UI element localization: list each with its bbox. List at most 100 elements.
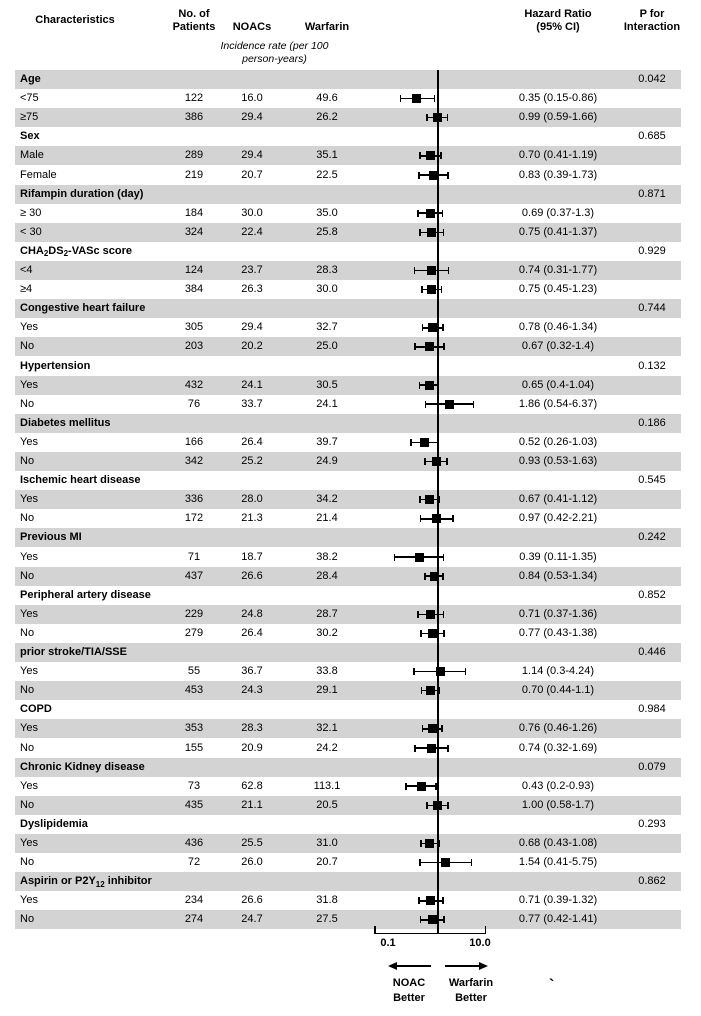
ci-cap-upper <box>446 458 448 466</box>
hazard-ratio-point-marker <box>424 380 434 390</box>
hazard-ratio-text: 1.54 (0.41-5.75) <box>518 856 598 869</box>
subgroup-row: No 203 20.2 25.0 0.67 (0.32-1.4) <box>15 337 681 357</box>
patients-count: 184 <box>184 206 204 219</box>
ci-cap-upper <box>446 114 449 122</box>
p-interaction-value: 0.079 <box>638 760 666 773</box>
column-header-warfarin: Warfarin <box>304 21 350 33</box>
patients-count: 435 <box>184 798 204 811</box>
subgroup-row: ≥ 30 184 30.0 35.0 0.69 (0.37-1.3) <box>15 204 681 223</box>
ci-cap-lower <box>419 515 422 523</box>
hazard-ratio-text: 0.75 (0.45-1.23) <box>518 283 598 296</box>
hazard-ratio-point-marker <box>425 839 435 849</box>
hazard-ratio-point-marker <box>412 94 422 104</box>
noacs-incidence: 24.3 <box>241 684 263 697</box>
noacs-incidence: 33.7 <box>241 397 263 410</box>
hazard-ratio-point-marker <box>427 628 437 638</box>
right-arrow-icon <box>479 961 488 970</box>
row-label: Yes <box>20 550 38 563</box>
group-row: Dyslipidemia 0.293 <box>15 815 681 834</box>
hazard-ratio-text: 0.35 (0.15-0.86) <box>518 92 598 105</box>
row-label: No <box>20 512 35 525</box>
hazard-ratio-point-marker <box>420 437 430 447</box>
warfarin-incidence: 28.4 <box>316 569 338 582</box>
ci-cap-upper <box>442 324 444 332</box>
noacs-incidence: 16.0 <box>241 92 263 105</box>
ci-cap-upper <box>472 400 475 408</box>
ci-cap-lower <box>418 171 420 179</box>
hazard-ratio-text: 0.69 (0.37-1.3) <box>521 206 595 219</box>
hazard-ratio-text: 0.77 (0.43-1.38) <box>518 626 598 639</box>
column-header-hazard-ratio: Hazard Ratio (95% CI) <box>498 8 618 33</box>
subgroup-row: Yes 305 29.4 32.7 0.78 (0.46-1.34) <box>15 318 681 337</box>
warfarin-incidence: 22.5 <box>316 168 338 181</box>
row-label: Age <box>20 73 41 85</box>
hazard-ratio-text: 0.68 (0.43-1.08) <box>518 837 598 849</box>
column-header-patients-line1: No. of <box>178 8 210 20</box>
ci-cap-upper <box>440 152 442 160</box>
hazard-ratio-point-marker <box>426 896 436 906</box>
noacs-incidence: 24.7 <box>241 913 263 926</box>
patients-count: 73 <box>187 779 201 792</box>
column-header-noacs: NOACs <box>232 21 272 33</box>
row-label: Yes <box>20 435 38 448</box>
noac-better-label: NOAC Better <box>374 976 444 1005</box>
warfarin-incidence: 30.2 <box>316 626 338 639</box>
patients-count: 55 <box>187 665 201 678</box>
label-text: inhibitor <box>104 875 152 888</box>
ci-cap-upper <box>442 572 444 580</box>
ci-cap-lower <box>421 286 423 294</box>
patients-count: 305 <box>184 321 204 334</box>
hazard-ratio-point-marker <box>427 266 437 276</box>
patients-count: 324 <box>184 225 204 238</box>
noacs-incidence: 29.4 <box>241 321 263 334</box>
label-text: CHA <box>20 244 44 257</box>
subgroup-row: No 155 20.9 24.2 0.74 (0.32-1.69) <box>15 739 681 758</box>
row-label: Yes <box>20 378 38 391</box>
hazard-ratio-text: 0.65 (0.4-1.04) <box>521 378 595 391</box>
row-label: Yes <box>20 493 38 506</box>
ci-cap-lower <box>419 228 421 236</box>
group-row: Sex 0.685 <box>15 127 681 146</box>
label-text: -VASc score <box>68 244 133 257</box>
ci-cap-upper <box>447 171 449 179</box>
patients-count: 432 <box>184 378 204 391</box>
ci-cap-lower <box>405 782 407 790</box>
ci-cap-lower <box>417 209 419 217</box>
ci-cap-lower <box>420 629 422 637</box>
warfarin-incidence: 113.1 <box>313 779 341 792</box>
row-label: Peripheral artery disease <box>20 588 151 601</box>
hazard-ratio-text: 0.74 (0.32-1.69) <box>518 741 598 754</box>
subgroup-row: Yes 432 24.1 30.5 0.65 (0.4-1.04) <box>15 375 681 395</box>
patients-count: 384 <box>184 283 204 296</box>
x-axis-label-min: 0.1 <box>380 937 396 949</box>
ci-cap-upper <box>452 515 454 523</box>
hazard-ratio-text: 0.97 (0.42-2.21) <box>518 512 598 525</box>
patients-count: 203 <box>184 340 204 353</box>
hazard-ratio-point-marker <box>425 208 435 218</box>
warfarin-incidence: 35.0 <box>316 206 338 219</box>
noacs-incidence: 62.8 <box>241 779 263 792</box>
group-row: Age 0.042 <box>15 70 681 90</box>
ci-cap-lower <box>413 267 416 275</box>
noacs-incidence: 26.4 <box>241 626 263 639</box>
right-arrow-line <box>445 965 481 967</box>
p-interaction-value: 0.242 <box>638 531 666 544</box>
ci-cap-upper <box>443 916 445 924</box>
row-label: CHA2DS2-VASc score <box>20 242 132 261</box>
label-text: Aspirin or P2Y <box>20 875 96 888</box>
patients-count: 234 <box>184 894 204 907</box>
row-label: No <box>20 741 35 754</box>
ci-cap-lower <box>420 687 423 695</box>
patients-count: 155 <box>184 741 204 754</box>
group-row: Peripheral artery disease 0.852 <box>15 586 681 605</box>
label-subscript: 2 <box>43 249 49 259</box>
hazard-ratio-text: 0.71 (0.37-1.36) <box>518 607 598 620</box>
subgroup-row: Yes 71 18.7 38.2 0.39 (0.11-1.35) <box>15 548 681 567</box>
hazard-ratio-point-marker <box>416 781 426 791</box>
row-label: ≥ 30 <box>20 206 42 219</box>
noacs-incidence: 25.2 <box>241 455 263 467</box>
patients-count: 453 <box>184 684 204 697</box>
row-label: ≥4 <box>20 283 33 296</box>
group-row: prior stroke/TIA/SSE 0.446 <box>15 643 681 663</box>
warfarin-incidence: 34.2 <box>316 493 338 506</box>
